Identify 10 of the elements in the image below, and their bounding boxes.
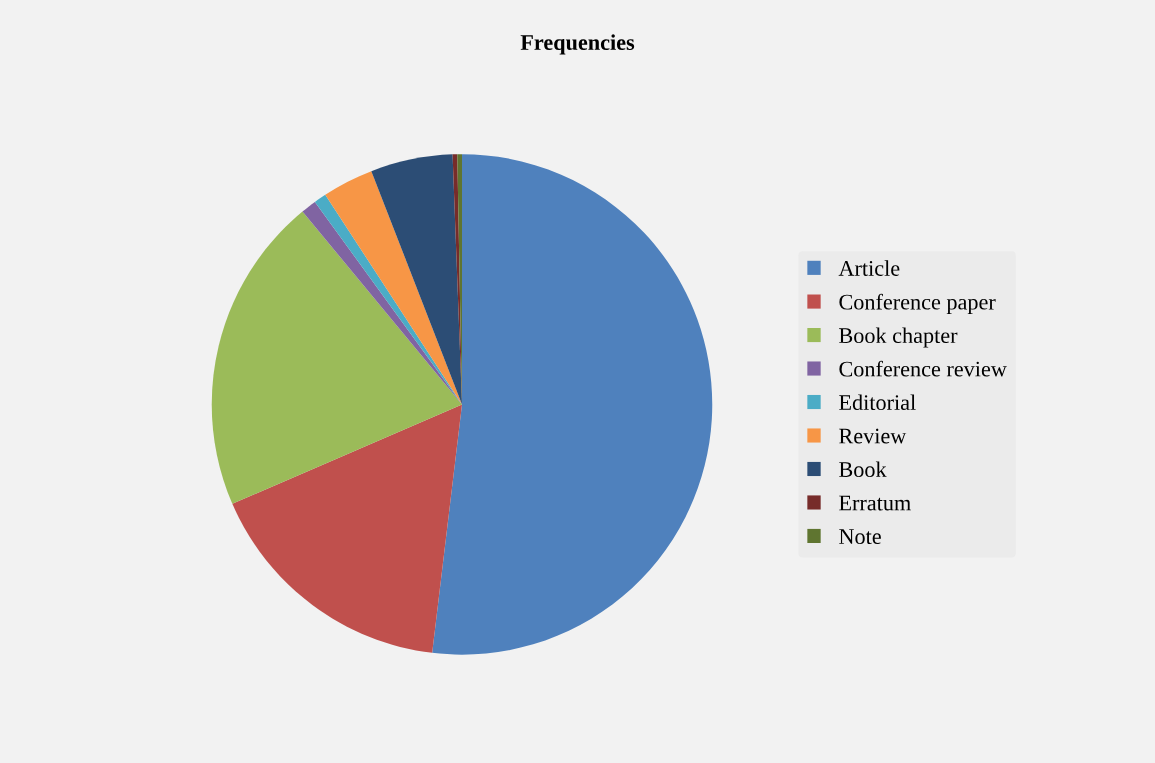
legend-label: Book chapter: [839, 327, 958, 348]
legend-label: Editorial: [839, 394, 916, 411]
legend-label: Review: [839, 428, 907, 444]
chart-title: Frequencies: [520, 34, 635, 55]
legend-label: Book: [839, 461, 887, 478]
legend-label: Conference review: [839, 360, 1007, 377]
legend-label: Erratum: [839, 495, 911, 511]
legend-label: Note: [839, 529, 881, 545]
legend-label: Conference paper: [839, 293, 996, 315]
legend-label: Article: [838, 260, 900, 276]
